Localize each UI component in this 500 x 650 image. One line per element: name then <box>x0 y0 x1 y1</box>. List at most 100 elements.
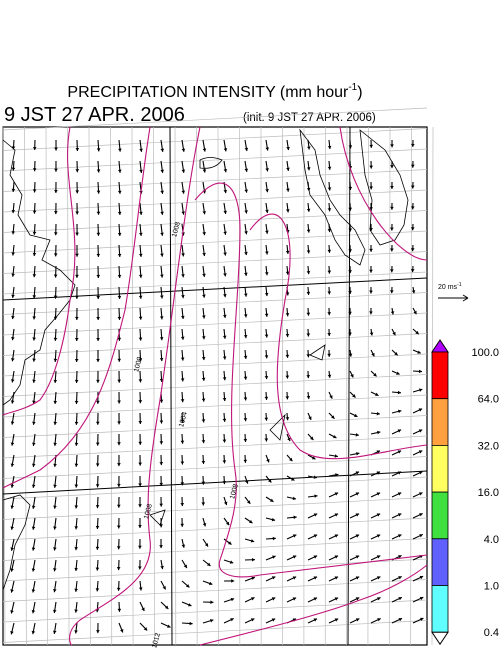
isobar-label: 1008 <box>171 221 182 238</box>
wind-arrow-head <box>348 249 352 253</box>
wind-arrow-head <box>285 375 290 379</box>
grid-line <box>88 126 91 646</box>
wind-arrow-head <box>201 356 206 361</box>
grid-line <box>2 415 428 438</box>
wind-arrow-head <box>31 610 36 614</box>
wind-arrow-head <box>390 248 394 252</box>
wind-arrow-head <box>228 541 232 545</box>
wind-arrow-head <box>369 332 374 336</box>
wind-arrow-head <box>74 609 78 613</box>
graticule-major <box>2 470 428 495</box>
wind-arrow-head <box>53 379 58 383</box>
wind-arrow-head <box>10 568 14 572</box>
wind-arrow-head <box>181 190 186 194</box>
wind-arrow-head <box>52 630 57 634</box>
wind-arrow-head <box>369 144 374 148</box>
wind-arrow-head <box>397 471 402 475</box>
wind-arrow-head <box>419 513 423 517</box>
wind-arrow-head <box>10 379 15 383</box>
wind-arrow-head <box>11 209 16 214</box>
wind-arrow-head <box>371 352 375 357</box>
grid-line <box>217 126 219 646</box>
wind-arrow-head <box>286 146 290 151</box>
wind-arrow-head <box>411 185 415 189</box>
wind-arrow-head <box>231 579 235 583</box>
wind-arrow-head <box>265 230 269 234</box>
grid-line <box>67 126 70 646</box>
wind-arrow-head <box>95 505 100 509</box>
wind-arrow-head <box>160 190 164 194</box>
wind-arrow-head <box>181 294 185 299</box>
wind-arrow-head <box>271 576 276 580</box>
wind-scale: 20 ms-1 <box>438 282 469 302</box>
wind-arrow-head <box>390 144 394 148</box>
isobar <box>2 126 151 489</box>
wind-arrow-head <box>419 492 423 496</box>
wind-arrow-head <box>355 513 360 517</box>
wind-arrow-head <box>313 475 317 479</box>
wind-arrow-head <box>369 290 373 294</box>
wind-arrow-head <box>356 451 360 456</box>
wind-arrow-head <box>398 597 402 601</box>
wind-arrow-head <box>293 515 297 520</box>
wind-arrow-head <box>53 358 58 362</box>
wind-arrow-head <box>138 295 143 299</box>
wind-arrow-head <box>390 165 394 169</box>
wind-arrow-head <box>32 231 37 235</box>
wind-arrow-head <box>10 442 15 446</box>
wind-arrow-head <box>117 190 122 194</box>
coastline <box>299 128 366 266</box>
wind-arrow-head <box>138 587 143 591</box>
wind-arrow-head <box>160 565 164 570</box>
wind-arrow-head <box>377 618 381 622</box>
wind-arrow-head <box>313 534 318 538</box>
isobar <box>69 126 201 646</box>
wind-arrow-head <box>397 492 402 496</box>
wind-arrow-head <box>287 437 291 442</box>
wind-arrow-head <box>327 291 332 295</box>
valid-time: 9 JST 27 APR. 2006 <box>4 104 185 126</box>
wind-arrow-head <box>11 146 16 150</box>
wind-arrow-head <box>53 295 58 299</box>
wind-arrow-head <box>354 413 358 418</box>
wind-arrow-head <box>138 400 143 404</box>
wind-arrow-head <box>32 146 37 151</box>
wind-arrow-head <box>222 397 227 402</box>
colorbar-segment <box>431 538 449 586</box>
wind-arrow-head <box>74 588 78 592</box>
coastline <box>199 157 223 169</box>
wind-arrow-head <box>397 429 402 433</box>
wind-arrow-head <box>334 534 339 538</box>
wind-arrow-head <box>74 442 79 446</box>
wind-arrow-head <box>264 313 269 317</box>
wind-arrow-head <box>265 209 269 213</box>
grid-line <box>2 148 428 172</box>
grid-line <box>131 126 134 646</box>
wind-arrow-head <box>96 316 100 320</box>
wind-arrow-head <box>202 211 207 215</box>
wind-arrow-head <box>116 546 121 550</box>
wind-arrow-head <box>32 252 37 257</box>
grid-line <box>2 435 428 459</box>
wind-arrow-head <box>419 617 424 622</box>
wind-arrow-head <box>116 567 121 571</box>
wind-arrow-head <box>292 618 297 622</box>
wind-arrow-head <box>314 494 318 498</box>
wind-arrow-head <box>243 335 248 339</box>
wind-arrow-head <box>117 483 121 487</box>
title: PRECIPITATION INTENSITY (mm hour-1) <box>67 82 362 101</box>
wind-arrow-head <box>369 311 373 315</box>
colorbar-label: 16.0 <box>478 487 499 499</box>
grid-line <box>2 333 428 356</box>
wind-arrow-head <box>202 169 207 173</box>
wind-arrow-head <box>117 295 122 299</box>
wind-arrow-head <box>411 227 415 231</box>
grid-line <box>2 251 428 274</box>
wind-arrow-head <box>95 484 100 488</box>
wind-arrow-head <box>251 576 255 581</box>
wind-arrow-head <box>117 442 121 446</box>
wind-arrow-head <box>377 430 381 435</box>
wind-arrow-head <box>222 335 227 339</box>
wind-arrow-head <box>53 547 57 551</box>
wind-arrow-head <box>138 379 143 383</box>
